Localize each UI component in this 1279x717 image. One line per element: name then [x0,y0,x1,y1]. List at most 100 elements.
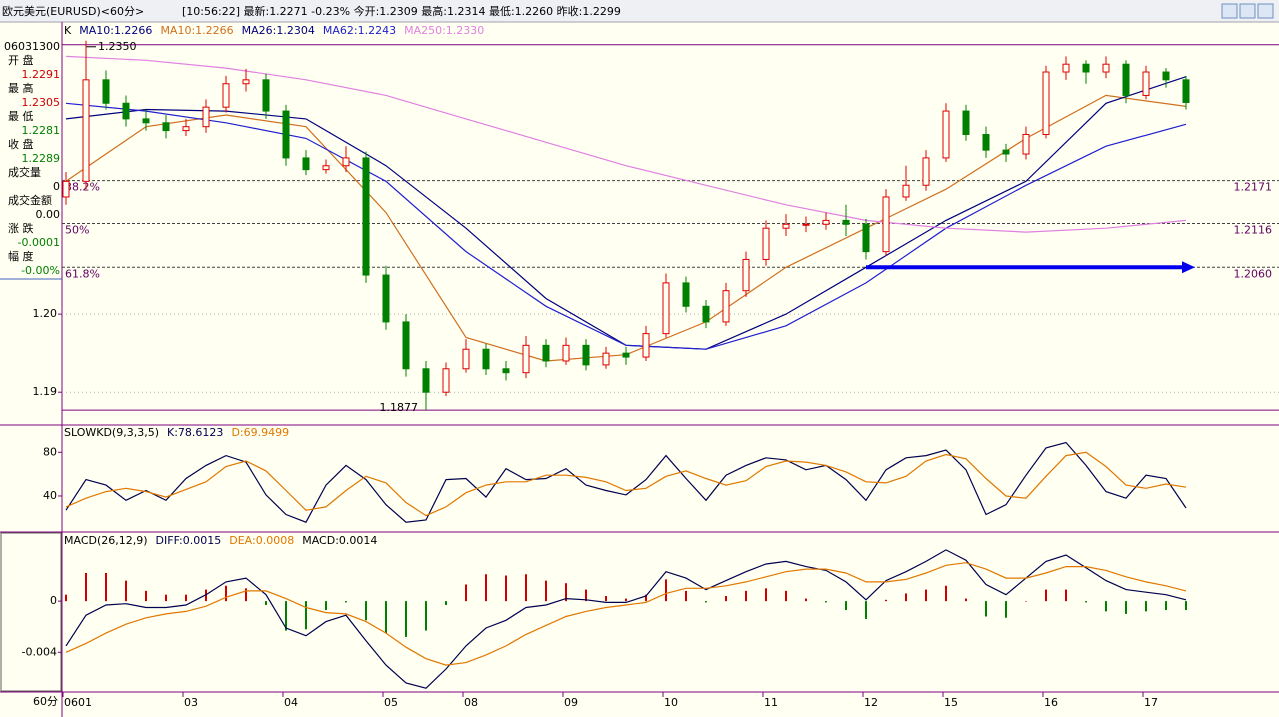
macd-bar [265,601,267,605]
candle-body [822,219,830,225]
candle-body [502,368,510,374]
legend-entry: DIFF:0.0015 [156,534,222,547]
candle-body [1082,63,1090,73]
macd-bar [865,601,867,620]
info-value: 0 [53,180,60,193]
y-tick-label: -0.004 [22,645,57,658]
close-button[interactable] [1257,3,1274,19]
candle-body [922,157,930,186]
macd-bar [1165,601,1167,611]
window-title: 欧元美元(EURUSD)<60分> [2,5,144,18]
arrow-head [1182,261,1195,274]
info-value: 1.2305 [22,96,61,109]
macd-bar [805,598,807,602]
x-tick-label: 0601 [64,696,92,709]
macd-bar [1185,601,1187,611]
candle-body [222,83,230,108]
macd-bar [1045,589,1047,602]
info-value: 1.2281 [22,124,61,137]
macd-bar [385,601,387,634]
candle-body [982,133,990,151]
left-box [0,532,62,692]
candle-body [1182,79,1190,103]
candle-body [1142,71,1150,96]
candle-body [542,344,550,362]
macd-bar [585,589,587,602]
y-tick-label: 1.19 [33,385,58,398]
candle-body [642,333,650,358]
macd-bar [105,572,107,602]
macd-bar [305,601,307,630]
legend-entry: DEA:0.0008 [229,534,294,547]
macd-bar [905,593,907,602]
macd-bar [945,585,947,602]
candle-body [282,110,290,159]
prev-button[interactable] [1221,3,1238,19]
macd-bar [1145,601,1147,612]
candle-body [442,368,450,393]
indicator-line [65,549,1187,689]
legend-entry: MA10:1.2266 [160,24,233,37]
candle-body [342,157,350,167]
candle-body [302,157,310,171]
macd-bar [485,574,487,602]
macd-bar [165,594,167,602]
macd-bar [965,598,967,602]
macd-bar [185,594,187,602]
candle-body [722,290,730,323]
y-tick-label: 40 [43,489,57,502]
macd-bar [1025,601,1027,602]
title-bar [0,0,1279,22]
candle-body [242,79,250,85]
candle-body [962,110,970,135]
macd-bar [925,589,927,602]
max-label: 1.2350 [98,40,137,53]
x-tick-label: 04 [284,696,298,709]
legend-entry: SLOWKD(9,3,3,5) [64,426,159,439]
candle-body [1002,149,1010,155]
candle-body [142,118,150,124]
macd-bar [225,585,227,602]
macd-bar [1005,601,1007,618]
macd-bar [625,598,627,602]
macd-bar [1105,601,1107,612]
macd-bar [505,575,507,602]
candle-body [1062,63,1070,73]
period-label: 60分 [33,695,58,708]
fib-name: 50% [65,224,89,237]
macd-bar [745,590,747,602]
min-label: 1.1877 [380,401,419,414]
info-label: 成交量 [8,165,41,179]
candle-body [162,122,170,132]
next-button[interactable] [1239,3,1256,19]
candle-body [482,348,490,370]
fib-value: 1.2116 [1234,224,1273,237]
macd-bar [365,601,367,621]
candle-body [882,196,890,253]
legend-entry: MA10:1.2266 [79,24,152,37]
legend-entry: D:69.9499 [231,426,289,439]
macd-bar [245,588,247,602]
candle-body [942,110,950,159]
ma-line [65,55,1187,233]
candle-body [802,223,810,226]
info-date: 06031300 [4,40,60,53]
legend-entry: MACD(26,12,9) [64,534,148,547]
y-tick-label: 0 [50,594,57,607]
macd-bar [765,588,767,602]
macd-bar [85,572,87,602]
macd-bar [405,601,407,637]
candle-body [842,219,850,225]
candle-body [1122,63,1130,96]
macd-bar [645,594,647,602]
fib-value: 1.2171 [1234,181,1273,194]
macd-bar [705,601,707,603]
candle-body [682,282,690,307]
info-label: 成交金额 [8,193,52,207]
candle-body [262,79,270,112]
candle-body [1042,71,1050,135]
candle-body [462,348,470,370]
x-tick-label: 08 [464,696,478,709]
info-label: 涨 跌 [8,221,34,235]
candle-body [782,223,790,229]
